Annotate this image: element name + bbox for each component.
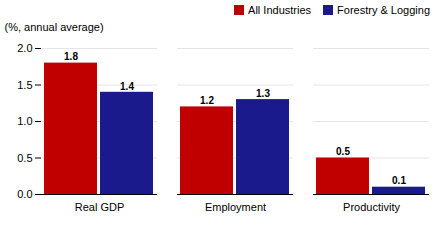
svg-text:(%, annual average): (%, annual average) bbox=[5, 21, 104, 33]
svg-text:0.5: 0.5 bbox=[336, 146, 350, 157]
html-text:All Industries: All Industries bbox=[248, 4, 312, 16]
svg-text:1.8: 1.8 bbox=[64, 51, 78, 62]
svg-text:Productivity: Productivity bbox=[343, 201, 400, 213]
svg-text:1.4: 1.4 bbox=[120, 81, 134, 92]
svg-text:0.5: 0.5 bbox=[17, 152, 32, 164]
svg-text:1.2: 1.2 bbox=[200, 95, 214, 106]
svg-text:0.0: 0.0 bbox=[17, 188, 32, 200]
svg-text:Real GDP: Real GDP bbox=[75, 201, 125, 213]
svg-text:1.5: 1.5 bbox=[17, 79, 32, 91]
svg-text:Employment: Employment bbox=[205, 201, 266, 213]
svg-text:2.0: 2.0 bbox=[17, 42, 32, 54]
svg-text:0.1: 0.1 bbox=[392, 175, 406, 186]
svg-text:1.0: 1.0 bbox=[17, 115, 32, 127]
html-text:Forestry & Logging: Forestry & Logging bbox=[337, 4, 430, 16]
svg-text:1.3: 1.3 bbox=[256, 88, 270, 99]
